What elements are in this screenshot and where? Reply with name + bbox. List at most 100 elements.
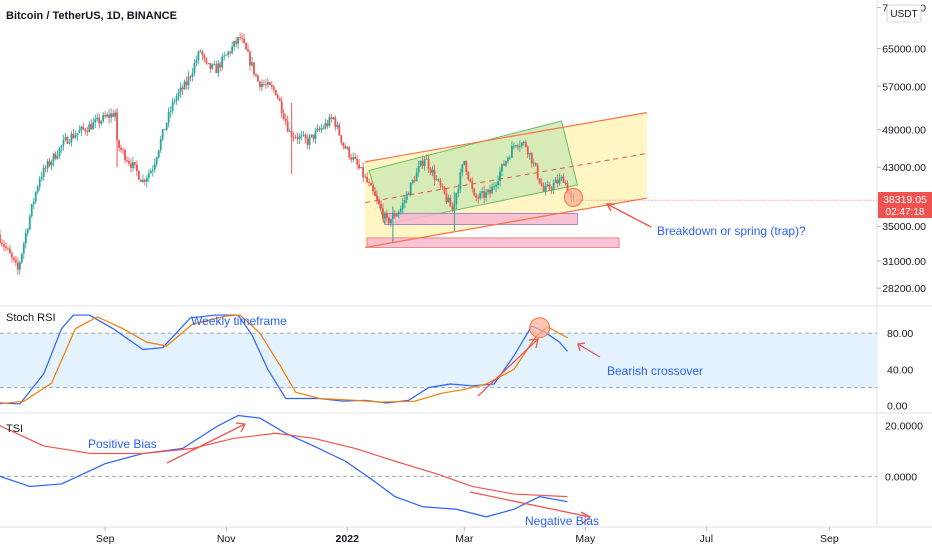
candle-body (78, 130, 81, 134)
candle-body (417, 166, 420, 173)
tsi-signal-line (0, 425, 568, 498)
candle-body (509, 157, 511, 159)
support-zone (366, 237, 620, 248)
candle-body (401, 202, 404, 209)
candle-body (499, 171, 501, 182)
candle-body (239, 37, 241, 39)
candle-body (451, 206, 454, 210)
candle-body (159, 139, 162, 151)
candle-body (26, 229, 29, 233)
candle-body (46, 161, 49, 169)
candle-body (491, 186, 493, 194)
candle-body (195, 60, 198, 64)
candle-body (189, 76, 192, 78)
price-axis-label: 49000.00 (882, 125, 926, 137)
candle-body (560, 176, 563, 179)
candle-body (136, 164, 138, 172)
stoch-rsi-pane[interactable] (0, 314, 877, 405)
candle-body (374, 191, 376, 196)
price-pane[interactable] (0, 32, 877, 275)
candle-body (58, 147, 61, 157)
candle-body (197, 51, 200, 61)
candle-body (566, 183, 569, 193)
candle-body (251, 62, 253, 66)
candle-body (356, 158, 359, 165)
candle-body (445, 193, 448, 203)
candle-body (340, 135, 343, 143)
currency-badge[interactable] (886, 4, 922, 23)
candle-body (266, 82, 269, 85)
candle-body (229, 51, 232, 53)
candle-body (431, 169, 434, 173)
candle-body (132, 162, 134, 168)
candle-body (304, 134, 307, 139)
candle-body (38, 179, 41, 187)
channel-mid-line (365, 152, 647, 204)
candle-body (60, 145, 63, 148)
stoch-k-line (0, 314, 568, 405)
candle-body (296, 137, 299, 140)
candle-body (153, 163, 156, 170)
candle-body (54, 153, 57, 159)
candle-body (52, 153, 55, 162)
candle-body (526, 146, 529, 155)
candle-body (92, 122, 95, 130)
candle-body (364, 176, 366, 178)
candle-body (449, 197, 452, 207)
candle-body (282, 113, 285, 119)
candle-body (201, 51, 204, 56)
candle-body (40, 177, 43, 180)
candle-body (530, 152, 533, 164)
candle-body (536, 165, 539, 179)
candle-body (360, 167, 363, 169)
annotation-arrowhead (580, 511, 592, 524)
candle-body (141, 179, 144, 182)
candle-body (538, 178, 541, 184)
candle-body (149, 170, 152, 174)
candle-body (435, 179, 438, 180)
candle-body (66, 137, 69, 144)
candle-body (288, 131, 291, 132)
axes: 75000.0065000.0057000.0049000.0043000.00… (96, 3, 926, 545)
candle-body (203, 55, 206, 59)
candle-body (126, 160, 128, 162)
candle-body (3, 244, 5, 247)
candle-body (68, 142, 71, 144)
tsi-pane[interactable] (0, 414, 877, 524)
candle-body (300, 135, 303, 137)
candle-body (520, 142, 523, 147)
candle-body (171, 101, 174, 112)
candle-body (516, 145, 519, 147)
time-axis-label: Sep (820, 533, 839, 545)
candle-body (387, 217, 390, 224)
candle-body (122, 149, 124, 151)
candle-body (455, 193, 458, 205)
candle-body (134, 162, 136, 165)
candle-body (395, 214, 398, 217)
candle-body (130, 163, 132, 168)
candle-body (469, 179, 472, 182)
candle-body (249, 51, 251, 66)
annotation-negative-bias: Negative Bias (525, 514, 599, 528)
candle-body (1, 242, 3, 245)
candle-body (419, 160, 422, 167)
candle-body (465, 160, 468, 172)
candle-body (350, 157, 353, 160)
candle-body (245, 42, 247, 50)
candle-body (139, 179, 142, 182)
candle-body (423, 159, 426, 166)
candle-body (20, 253, 23, 263)
candle-body (552, 183, 555, 190)
candle-body (540, 183, 543, 186)
candle-body (518, 146, 521, 147)
bar-countdown: 02:47:18 (886, 207, 925, 218)
candle-body (268, 82, 271, 85)
candle-body (326, 123, 329, 126)
annotation-arrowhead (577, 342, 586, 352)
candle-body (463, 160, 466, 165)
candle-body (16, 262, 19, 270)
candle-body (124, 150, 126, 161)
candle-body (403, 199, 406, 203)
